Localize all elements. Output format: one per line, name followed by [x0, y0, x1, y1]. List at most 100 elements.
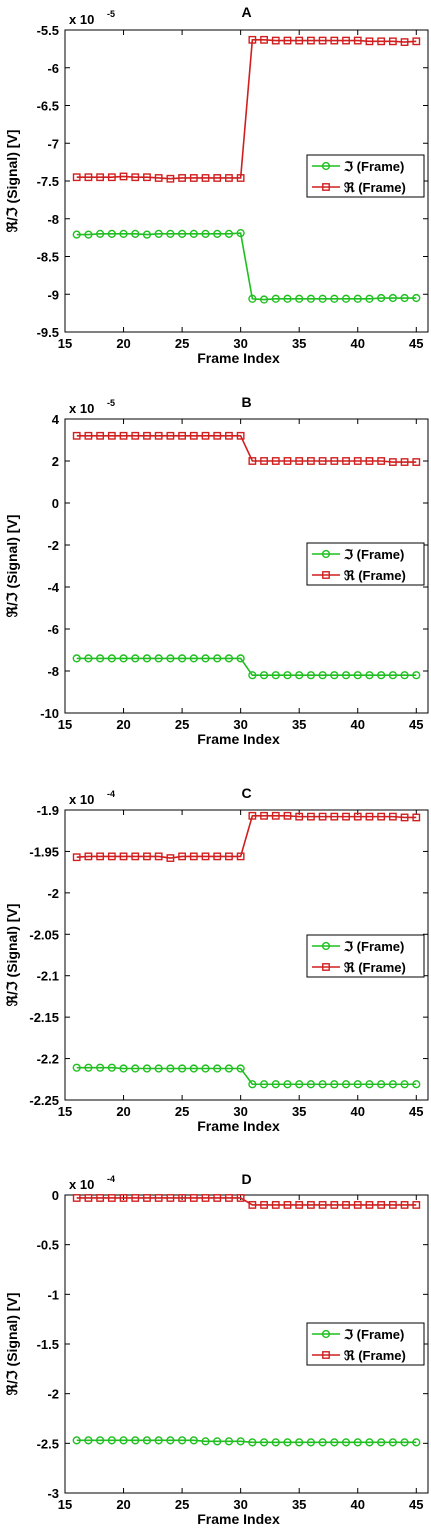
data-point [271, 36, 280, 45]
y-tick-label: -9.5 [37, 325, 59, 340]
y-tick-label: -5.5 [37, 23, 59, 38]
data-point [143, 173, 151, 182]
data-point [96, 1436, 105, 1445]
data-point [307, 36, 315, 45]
data-point [177, 1064, 187, 1073]
data-point [119, 431, 128, 440]
y-tick-label: -8 [47, 664, 59, 679]
x-tick-label: 20 [116, 1497, 130, 1512]
panel-title: A [241, 4, 251, 20]
data-point [119, 1194, 128, 1202]
data-point [353, 1438, 362, 1447]
panel-a: A 15 20 25 30 35 40 45 -5.5 -6 -6.5 -7 -7.5 -8 -8.5 -9 -… [4, 4, 429, 366]
data-point [131, 173, 140, 182]
y-tick-label: -6.5 [37, 99, 59, 114]
data-point [377, 671, 386, 680]
data-point [84, 1063, 93, 1072]
data-point [388, 37, 397, 46]
data-point [353, 36, 362, 45]
data-point [96, 1063, 105, 1072]
data-point [353, 671, 362, 680]
data-point [166, 431, 175, 440]
legend-marker [321, 161, 331, 171]
panel-title: B [241, 394, 251, 410]
data-point [154, 174, 163, 182]
x-tick-label: 25 [175, 1104, 189, 1119]
data-point [412, 1438, 421, 1447]
data-point [341, 1438, 351, 1447]
x-tick-label: 40 [351, 1104, 365, 1119]
data-point [178, 174, 186, 182]
data-point [96, 431, 105, 440]
series-line [76, 1066, 417, 1086]
data-point [131, 431, 140, 440]
data-point [72, 1063, 81, 1072]
legend: ℑ (Frame) ℜ (Frame) [306, 934, 425, 978]
x-tick-label: 30 [233, 1497, 247, 1512]
data-point [131, 852, 140, 861]
data-point [142, 1436, 152, 1445]
data-point [400, 293, 409, 303]
series-imaginary [72, 1436, 421, 1447]
data-point [225, 174, 233, 182]
data-point [259, 671, 269, 680]
y-tick-label: -1.95 [29, 844, 59, 859]
data-point [107, 654, 116, 663]
data-point [143, 431, 151, 440]
data-point [318, 1201, 327, 1209]
series-line [76, 434, 417, 463]
series-real [72, 1194, 421, 1209]
data-point [353, 457, 362, 465]
data-point [84, 654, 93, 663]
data-point [166, 854, 175, 862]
data-point [412, 671, 421, 680]
data-point [154, 1194, 163, 1202]
legend-label: ℜ (Frame) [344, 1348, 406, 1363]
data-point [330, 1438, 339, 1447]
axis-multiplier-base: x 10 [69, 12, 94, 27]
data-point [341, 294, 351, 303]
data-point [330, 36, 339, 45]
data-point [330, 1080, 339, 1089]
panel-d: D 15 20 25 30 35 40 45 0 -0.5 -1 -1.5 -2 -2.5 -3 x 10 -4… [4, 1171, 429, 1527]
y-tick-label: -6 [47, 61, 59, 76]
legend-label: ℑ (Frame) [343, 547, 404, 562]
axis-multiplier-exponent: -4 [107, 789, 115, 799]
data-point [377, 37, 386, 46]
data-point [178, 1194, 186, 1202]
data-point [412, 1080, 421, 1089]
data-point [72, 1436, 81, 1445]
data-point [412, 813, 421, 822]
data-point [318, 294, 327, 303]
data-point [248, 811, 257, 820]
data-point [295, 1438, 304, 1447]
y-tick-label: -10 [40, 706, 59, 721]
data-point [377, 1080, 386, 1089]
series-line [76, 232, 417, 301]
data-point [236, 1437, 245, 1446]
data-point [377, 1201, 386, 1209]
data-point [119, 654, 128, 663]
data-point [177, 229, 187, 238]
legend: ℑ (Frame) ℜ (Frame) [306, 154, 425, 198]
data-point [400, 1201, 409, 1209]
data-point [400, 1080, 409, 1089]
legend-marker [322, 963, 330, 971]
data-point [388, 1201, 397, 1209]
data-point [84, 173, 93, 182]
x-tick-label: 40 [351, 1497, 365, 1512]
data-point [201, 852, 210, 861]
x-tick-label: 35 [292, 1104, 306, 1119]
data-point [107, 852, 116, 861]
data-point [143, 1194, 151, 1202]
data-point [283, 457, 292, 465]
legend-label: ℜ (Frame) [344, 180, 406, 195]
data-point [178, 431, 186, 440]
y-tick-label: -1.5 [37, 1337, 59, 1352]
data-point [236, 228, 245, 238]
data-point [224, 654, 234, 663]
data-point [388, 1080, 397, 1089]
data-point [342, 812, 350, 821]
data-point [96, 852, 105, 861]
